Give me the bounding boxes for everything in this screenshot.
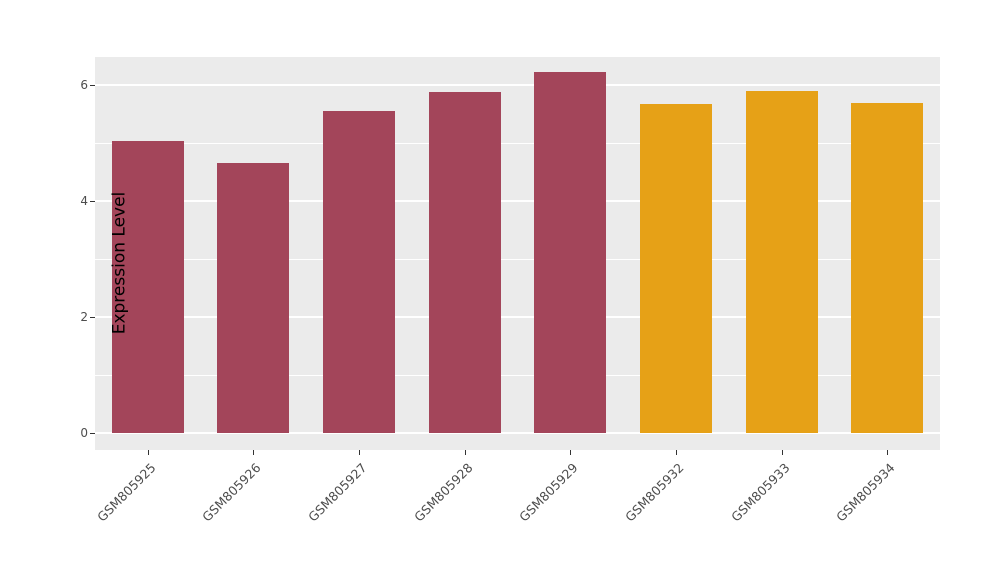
y-tick-label: 6 <box>80 78 88 92</box>
gridline-major <box>95 84 940 86</box>
gridline-major <box>95 200 940 202</box>
x-tick-label: GSM805929 <box>516 460 581 525</box>
x-tick-mark <box>253 450 255 455</box>
gridline-major <box>95 432 940 434</box>
x-tick-mark <box>359 450 361 455</box>
bar <box>217 163 290 433</box>
y-tick-label: 4 <box>80 194 88 208</box>
x-tick-label: GSM805927 <box>305 460 370 525</box>
y-axis-title: Expression Level <box>109 191 130 335</box>
x-tick-label: GSM805934 <box>833 460 898 525</box>
gridline-major <box>95 316 940 318</box>
x-tick-label: GSM805932 <box>622 460 687 525</box>
y-tick-mark <box>90 317 95 318</box>
x-tick-mark <box>464 450 466 455</box>
bar <box>111 141 184 433</box>
bar <box>428 91 501 433</box>
y-tick-label: 2 <box>80 310 88 324</box>
bar <box>851 102 924 433</box>
bar <box>639 103 712 433</box>
y-tick-mark <box>90 433 95 434</box>
x-tick-mark <box>570 450 572 455</box>
gridline-minor <box>95 374 940 376</box>
y-tick-mark <box>90 85 95 86</box>
plot-panel <box>95 57 940 450</box>
x-tick-mark <box>781 450 783 455</box>
x-tick-mark <box>887 450 889 455</box>
gridline-minor <box>95 258 940 260</box>
y-tick-mark <box>90 201 95 202</box>
x-tick-label: GSM805933 <box>727 460 793 525</box>
y-tick-label: 0 <box>80 426 88 440</box>
x-tick-label: GSM805928 <box>410 460 476 525</box>
bar <box>323 111 396 433</box>
bar <box>745 90 818 433</box>
bar <box>534 72 607 433</box>
x-tick-mark <box>675 450 677 455</box>
x-tick-label: GSM805926 <box>199 460 265 525</box>
gridline-minor <box>95 142 940 144</box>
x-tick-label: GSM805925 <box>93 460 159 525</box>
x-tick-mark <box>147 450 149 455</box>
